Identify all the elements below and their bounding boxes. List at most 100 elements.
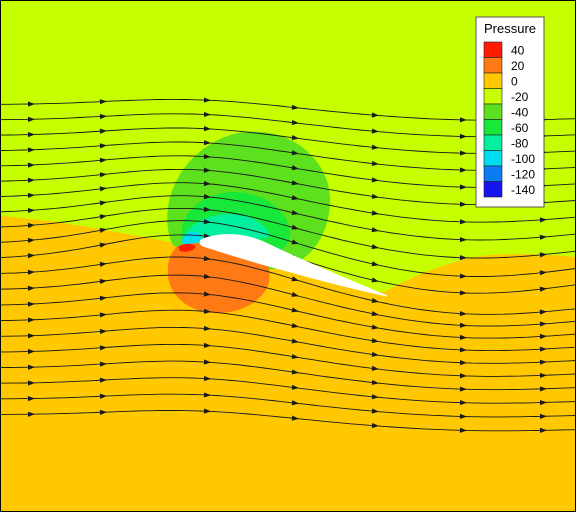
region-stagnation-point [178, 243, 196, 252]
streamline-arrow [27, 101, 35, 107]
streamline-arrow [371, 277, 379, 283]
streamline-arrow [459, 310, 467, 317]
streamline-arrow [459, 290, 467, 296]
streamline [0, 343, 576, 377]
streamline-arrow [27, 269, 35, 275]
streamline-arrow [99, 200, 107, 206]
legend-label: -60 [511, 121, 529, 135]
streamline-arrow [27, 411, 35, 417]
streamline-arrow [27, 222, 35, 229]
streamline-arrow [459, 219, 467, 225]
streamline-arrow [371, 422, 379, 429]
streamline-arrow [539, 286, 547, 292]
streamline-arrow [99, 128, 107, 134]
streamline-arrow [27, 237, 35, 244]
streamline-arrow [27, 301, 35, 307]
streamline [0, 410, 576, 432]
streamline-arrow [27, 333, 35, 339]
streamline-arrow [27, 253, 35, 259]
streamline [0, 309, 576, 352]
legend-swatch [483, 72, 503, 89]
legend-label: 40 [511, 43, 525, 57]
streamline-arrow [203, 111, 211, 118]
streamline-arrow [539, 321, 547, 327]
streamline-arrow [203, 206, 211, 212]
streamline-arrow [459, 150, 467, 156]
streamline [0, 274, 576, 327]
legend-label: 0 [511, 74, 518, 88]
streamline-arrow [203, 408, 211, 414]
streamline-arrow [291, 307, 299, 313]
legend-swatch [483, 181, 503, 198]
streamline-arrow [371, 379, 379, 386]
streamline-arrow [539, 346, 547, 352]
streamline-arrow [459, 360, 467, 366]
streamline [0, 207, 576, 259]
streamline-arrow [27, 395, 35, 402]
streamline-arrow [291, 224, 299, 230]
streamline-arrow [539, 359, 547, 365]
streamline-arrow [203, 255, 211, 262]
streamline [0, 256, 576, 315]
streamline-arrow [371, 128, 379, 134]
streamline-arrow [99, 377, 107, 383]
streamline-arrow [539, 309, 547, 315]
streamline-arrow [99, 227, 107, 233]
streamline-arrow [99, 143, 107, 149]
streamline-arrow [539, 399, 547, 406]
streamline-arrow [539, 333, 547, 340]
legend-title: Pressure [484, 21, 536, 36]
streamline-arrow [99, 113, 107, 120]
streamline-arrow [203, 126, 211, 132]
streamline-arrow [371, 177, 379, 183]
streamline-arrow [203, 194, 211, 200]
pressure-legend: Pressure 40 200 -20-40 -60-80 -100-120 -140 [475, 16, 545, 208]
streamline-arrow [27, 131, 35, 138]
streamline-arrow [203, 342, 211, 348]
streamline-arrow [203, 167, 211, 173]
streamline-arrow [203, 375, 211, 382]
streamline-arrow [99, 242, 107, 248]
legend-label: -120 [511, 167, 535, 181]
streamline-arrow [291, 180, 299, 186]
streamline-arrow [539, 217, 547, 223]
streamline-arrow [459, 386, 467, 392]
streamline-arrow [371, 297, 379, 303]
legend-swatch [483, 119, 503, 136]
streamline-arrow [203, 392, 211, 398]
airfoil-shape [199, 234, 388, 297]
streamline-arrow [291, 415, 299, 421]
streamline [0, 377, 576, 404]
streamline-arrow [203, 233, 211, 239]
streamline-arrow [371, 144, 379, 150]
streamline-arrow [27, 192, 35, 199]
legend-label: 20 [511, 59, 525, 73]
streamline-arrow [539, 372, 547, 379]
streamline-arrow [99, 261, 107, 268]
streamline-arrow [371, 324, 379, 330]
streamline-arrow [203, 219, 211, 225]
streamline-arrow [371, 227, 379, 233]
streamline-arrow [291, 195, 299, 201]
legend-swatch [483, 165, 503, 182]
streamline-arrow [99, 157, 107, 163]
legend-label: -40 [511, 105, 529, 119]
streamline-arrow [99, 214, 107, 220]
streamline-arrow [27, 207, 35, 214]
streamline-arrow [203, 153, 211, 160]
streamline-arrow [291, 400, 299, 406]
streamline-arrow [291, 165, 299, 171]
streamline-arrow [27, 162, 35, 168]
streamline-arrow [27, 348, 35, 355]
streamline-arrow [371, 261, 379, 267]
streamline-arrow [27, 285, 35, 291]
streamline-arrow [27, 364, 35, 370]
streamline-arrow [99, 278, 107, 285]
streamline-arrow [459, 273, 467, 279]
streamline-arrow [371, 112, 379, 118]
streamline-arrow [291, 276, 299, 282]
streamline-arrow [459, 347, 467, 353]
streamline-arrow [99, 409, 107, 415]
streamline-arrow [539, 413, 547, 419]
